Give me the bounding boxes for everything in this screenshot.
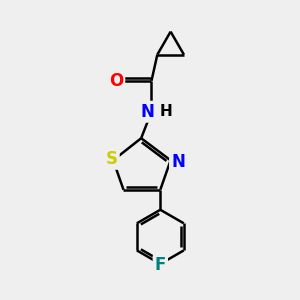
Text: N: N xyxy=(140,103,154,121)
Text: F: F xyxy=(154,256,166,274)
Text: S: S xyxy=(106,150,118,168)
Text: N: N xyxy=(171,153,185,171)
Text: H: H xyxy=(160,104,172,119)
Text: O: O xyxy=(109,72,123,90)
